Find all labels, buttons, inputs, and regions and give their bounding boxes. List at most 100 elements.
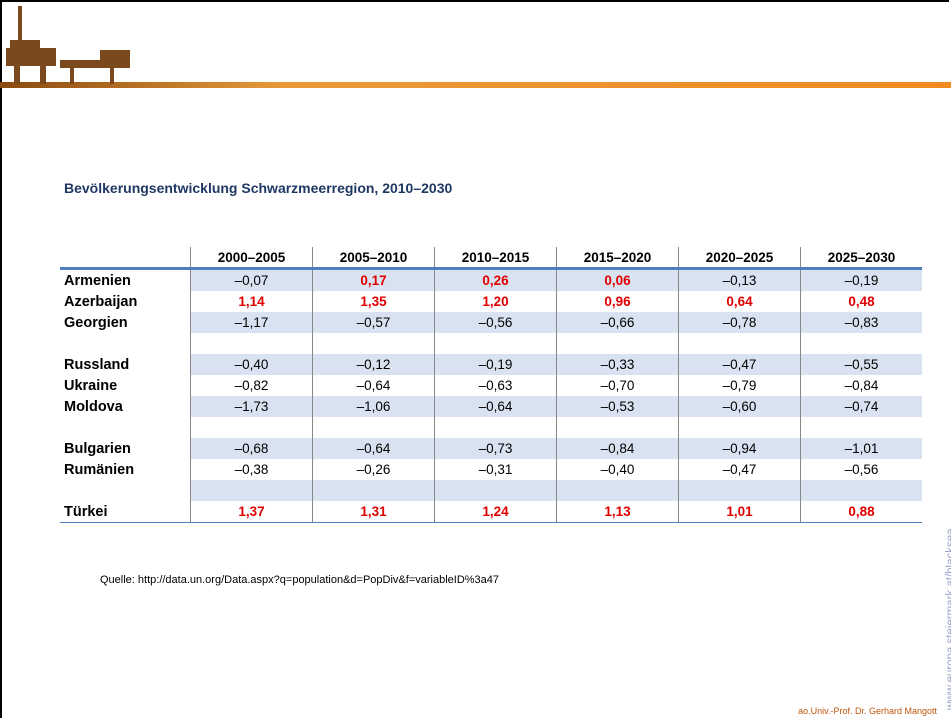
cell: –0,70 <box>557 375 679 396</box>
spacer-cell <box>435 333 557 354</box>
spacer-cell <box>801 333 923 354</box>
cell: 0,64 <box>679 291 801 312</box>
cell: 1,35 <box>313 291 435 312</box>
cell: –0,19 <box>435 354 557 375</box>
slide: Bevölkerungsentwicklung Schwarzmeerregio… <box>0 0 951 720</box>
column-header: 2020–2025 <box>679 247 801 269</box>
corner <box>60 247 191 269</box>
spacer-row <box>60 333 922 354</box>
cell: –0,13 <box>679 269 801 292</box>
cell: –1,01 <box>801 438 923 459</box>
row-label: Rumänien <box>60 459 191 480</box>
cell: –0,73 <box>435 438 557 459</box>
cell: –0,66 <box>557 312 679 333</box>
cell: –0,74 <box>801 396 923 417</box>
cell: 1,14 <box>191 291 313 312</box>
cell: –0,26 <box>313 459 435 480</box>
cell: 0,17 <box>313 269 435 292</box>
column-header: 2010–2015 <box>435 247 557 269</box>
spacer-cell <box>679 333 801 354</box>
row-label: Ukraine <box>60 375 191 396</box>
column-header: 2005–2010 <box>313 247 435 269</box>
cell: –0,07 <box>191 269 313 292</box>
cell: –0,56 <box>801 459 923 480</box>
spacer-cell <box>191 333 313 354</box>
spacer-cell <box>313 417 435 438</box>
cell: 1,37 <box>191 501 313 523</box>
cell: –1,73 <box>191 396 313 417</box>
cell: –0,79 <box>679 375 801 396</box>
side-line: www.europa.steiermark.at/blacksea <box>945 457 951 710</box>
cell: –0,12 <box>313 354 435 375</box>
title: Bevölkerungsentwicklung Schwarzmeerregio… <box>64 180 452 196</box>
row: Ukraine–0,82–0,64–0,63–0,70–0,79–0,84 <box>60 375 922 396</box>
cell: –0,33 <box>557 354 679 375</box>
cell: 0,96 <box>557 291 679 312</box>
cell: –0,84 <box>801 375 923 396</box>
spacer-cell <box>801 480 923 501</box>
cell: 1,13 <box>557 501 679 523</box>
spacer-cell <box>60 333 191 354</box>
cell: –0,84 <box>557 438 679 459</box>
spacer-cell <box>60 417 191 438</box>
spacer-cell <box>557 417 679 438</box>
cell: –1,06 <box>313 396 435 417</box>
cell: –0,53 <box>557 396 679 417</box>
cell: –0,47 <box>679 354 801 375</box>
spacer-cell <box>191 480 313 501</box>
cell: 1,20 <box>435 291 557 312</box>
cell: –0,78 <box>679 312 801 333</box>
spacer-cell <box>435 417 557 438</box>
cell: 0,88 <box>801 501 923 523</box>
cell: –0,47 <box>679 459 801 480</box>
cell: –0,31 <box>435 459 557 480</box>
side-text: www.europa.steiermark.at/blackseaBlack S… <box>945 457 951 710</box>
header-rule <box>0 82 951 88</box>
cell: 1,01 <box>679 501 801 523</box>
spacer-cell <box>557 333 679 354</box>
spacer-cell <box>435 480 557 501</box>
cell: –0,63 <box>435 375 557 396</box>
column-header: 2000–2005 <box>191 247 313 269</box>
cell: 0,06 <box>557 269 679 292</box>
spacer-cell <box>679 417 801 438</box>
cell: –0,40 <box>557 459 679 480</box>
row: Moldova–1,73–1,06–0,64–0,53–0,60–0,74 <box>60 396 922 417</box>
platform-icon <box>6 6 130 84</box>
row: Rumänien–0,38–0,26–0,31–0,40–0,47–0,56 <box>60 459 922 480</box>
spacer-cell <box>313 480 435 501</box>
cell: –0,19 <box>801 269 923 292</box>
row-label: Moldova <box>60 396 191 417</box>
cell: –0,56 <box>435 312 557 333</box>
row-label: Türkei <box>60 501 191 523</box>
spacer-row <box>60 480 922 501</box>
cell: –0,82 <box>191 375 313 396</box>
row-label: Bulgarien <box>60 438 191 459</box>
column-header: 2025–2030 <box>801 247 923 269</box>
cell: –0,68 <box>191 438 313 459</box>
spacer-cell <box>801 417 923 438</box>
row-label: Armenien <box>60 269 191 292</box>
cell: –0,60 <box>679 396 801 417</box>
cell: 0,26 <box>435 269 557 292</box>
row: Bulgarien–0,68–0,64–0,73–0,84–0,94–1,01 <box>60 438 922 459</box>
cell: 1,31 <box>313 501 435 523</box>
cell: –0,64 <box>435 396 557 417</box>
cell: –0,94 <box>679 438 801 459</box>
spacer-cell <box>679 480 801 501</box>
row-label: Azerbaijan <box>60 291 191 312</box>
cell: –1,17 <box>191 312 313 333</box>
row: Russland–0,40–0,12–0,19–0,33–0,47–0,55 <box>60 354 922 375</box>
cell: –0,55 <box>801 354 923 375</box>
row-label: Georgien <box>60 312 191 333</box>
author: ao.Univ.-Prof. Dr. Gerhard Mangott <box>798 706 937 716</box>
cell: –0,83 <box>801 312 923 333</box>
spacer-row <box>60 417 922 438</box>
header-graphic <box>0 0 951 100</box>
column-header: 2015–2020 <box>557 247 679 269</box>
row: Georgien–1,17–0,57–0,56–0,66–0,78–0,83 <box>60 312 922 333</box>
